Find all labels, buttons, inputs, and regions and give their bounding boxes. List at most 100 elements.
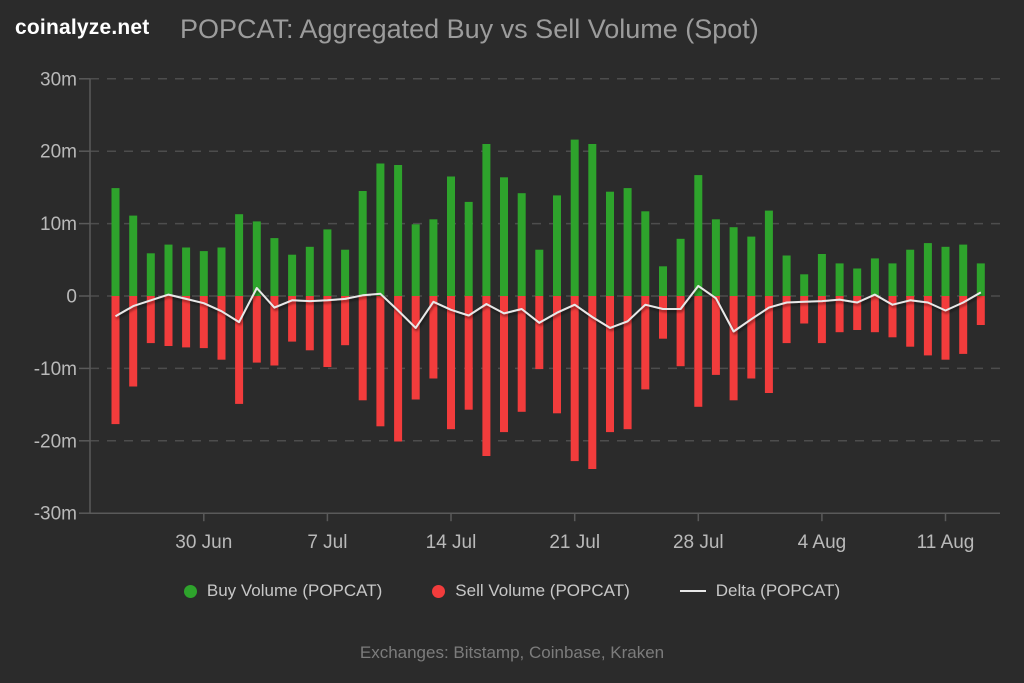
sell-bar[interactable] bbox=[606, 296, 614, 433]
buy-bar[interactable] bbox=[164, 244, 173, 296]
buy-bar[interactable] bbox=[411, 224, 420, 296]
sell-bar[interactable] bbox=[111, 296, 120, 425]
buy-bar[interactable] bbox=[535, 249, 544, 296]
sell-bar[interactable] bbox=[129, 296, 138, 387]
buy-bar[interactable] bbox=[235, 214, 244, 296]
buy-bar[interactable] bbox=[394, 165, 403, 296]
sell-bar[interactable] bbox=[164, 296, 173, 346]
sell-bar[interactable] bbox=[182, 296, 191, 348]
sell-bar[interactable] bbox=[341, 296, 350, 346]
sell-bar[interactable] bbox=[358, 296, 367, 401]
buy-bar[interactable] bbox=[906, 249, 915, 296]
sell-bar[interactable] bbox=[447, 296, 455, 430]
buy-bar[interactable] bbox=[870, 258, 879, 296]
buy-bar[interactable] bbox=[482, 144, 491, 296]
sell-bar[interactable] bbox=[888, 296, 897, 338]
buy-bar[interactable] bbox=[376, 163, 385, 297]
buy-bar[interactable] bbox=[959, 244, 968, 296]
sell-bar[interactable] bbox=[500, 296, 508, 433]
buy-bar[interactable] bbox=[252, 221, 261, 296]
buy-bar[interactable] bbox=[129, 215, 138, 296]
buy-bar[interactable] bbox=[888, 263, 897, 296]
buy-bar[interactable] bbox=[464, 201, 473, 296]
buy-bar[interactable] bbox=[923, 243, 932, 296]
buy-bar[interactable] bbox=[288, 254, 297, 296]
sell-bar[interactable] bbox=[482, 296, 491, 456]
sell-bar[interactable] bbox=[800, 296, 809, 324]
buy-bar[interactable] bbox=[553, 195, 561, 296]
sell-bar[interactable] bbox=[906, 296, 915, 347]
sell-bar[interactable] bbox=[817, 296, 826, 344]
buy-bar[interactable] bbox=[429, 219, 438, 296]
buy-bar[interactable] bbox=[711, 219, 720, 296]
buy-bar[interactable] bbox=[305, 246, 314, 296]
buy-bar[interactable] bbox=[341, 249, 350, 296]
sell-bar[interactable] bbox=[235, 296, 244, 404]
sell-bar[interactable] bbox=[711, 296, 720, 375]
sell-bar[interactable] bbox=[464, 296, 473, 410]
sell-bar[interactable] bbox=[252, 296, 261, 363]
sell-bar[interactable] bbox=[429, 296, 438, 379]
buy-bar[interactable] bbox=[817, 254, 826, 296]
buy-bar[interactable] bbox=[835, 263, 844, 296]
buy-bar[interactable] bbox=[146, 253, 155, 296]
buy-bar[interactable] bbox=[182, 247, 191, 297]
buy-bar[interactable] bbox=[782, 255, 791, 297]
sell-bar[interactable] bbox=[676, 296, 685, 367]
sell-bar[interactable] bbox=[623, 296, 632, 430]
buy-bar[interactable] bbox=[853, 268, 862, 297]
sell-bar[interactable] bbox=[835, 296, 844, 333]
coinalyze-logo[interactable]: coinalyze.net bbox=[15, 16, 150, 39]
buy-bar[interactable] bbox=[976, 263, 985, 296]
sell-bar[interactable] bbox=[217, 296, 226, 360]
sell-bar[interactable] bbox=[199, 296, 208, 349]
buy-bar[interactable] bbox=[729, 227, 738, 296]
sell-bar[interactable] bbox=[517, 296, 526, 412]
buy-bar[interactable] bbox=[606, 191, 614, 296]
sell-bar[interactable] bbox=[270, 296, 279, 366]
buy-bar[interactable] bbox=[588, 144, 597, 296]
legend-item-delta[interactable]: Delta (POPCAT) bbox=[679, 581, 840, 601]
buy-bar[interactable] bbox=[764, 210, 773, 296]
legend-item-sell-volume[interactable]: Sell Volume (POPCAT) bbox=[432, 581, 630, 601]
buy-bar[interactable] bbox=[447, 176, 455, 297]
buy-bar[interactable] bbox=[517, 193, 526, 296]
sell-bar[interactable] bbox=[570, 296, 579, 462]
sell-bar[interactable] bbox=[553, 296, 561, 414]
sell-bar[interactable] bbox=[694, 296, 703, 407]
buy-bar[interactable] bbox=[199, 251, 208, 296]
buy-bar[interactable] bbox=[358, 191, 367, 296]
buy-bar[interactable] bbox=[500, 177, 508, 296]
sell-bar[interactable] bbox=[959, 296, 968, 354]
buy-bar[interactable] bbox=[570, 139, 579, 296]
sell-bar[interactable] bbox=[323, 296, 332, 367]
buy-bar[interactable] bbox=[800, 274, 809, 296]
sell-bar[interactable] bbox=[764, 296, 773, 393]
buy-bar[interactable] bbox=[747, 236, 756, 296]
sell-bar[interactable] bbox=[976, 296, 985, 325]
sell-bar[interactable] bbox=[411, 296, 420, 400]
buy-bar[interactable] bbox=[217, 247, 226, 297]
sell-bar[interactable] bbox=[588, 296, 597, 469]
buy-bar[interactable] bbox=[323, 229, 332, 296]
sell-bar[interactable] bbox=[747, 296, 756, 379]
sell-bar[interactable] bbox=[305, 296, 314, 351]
sell-bar[interactable] bbox=[923, 296, 932, 356]
sell-bar[interactable] bbox=[394, 296, 403, 442]
sell-bar[interactable] bbox=[641, 296, 650, 390]
buy-bar[interactable] bbox=[694, 175, 703, 296]
sell-bar[interactable] bbox=[941, 296, 950, 360]
buy-bar[interactable] bbox=[623, 188, 632, 296]
sell-bar[interactable] bbox=[288, 296, 297, 342]
sell-bar[interactable] bbox=[376, 296, 385, 427]
sell-bar[interactable] bbox=[853, 296, 862, 330]
sell-bar[interactable] bbox=[659, 296, 667, 339]
sell-bar[interactable] bbox=[146, 296, 155, 344]
sell-bar[interactable] bbox=[729, 296, 738, 401]
buy-bar[interactable] bbox=[659, 266, 667, 296]
legend-item-buy-volume[interactable]: Buy Volume (POPCAT) bbox=[183, 581, 382, 601]
buy-bar[interactable] bbox=[270, 238, 279, 296]
sell-bar[interactable] bbox=[782, 296, 791, 344]
buy-bar[interactable] bbox=[941, 246, 950, 296]
buy-bar[interactable] bbox=[641, 211, 650, 296]
